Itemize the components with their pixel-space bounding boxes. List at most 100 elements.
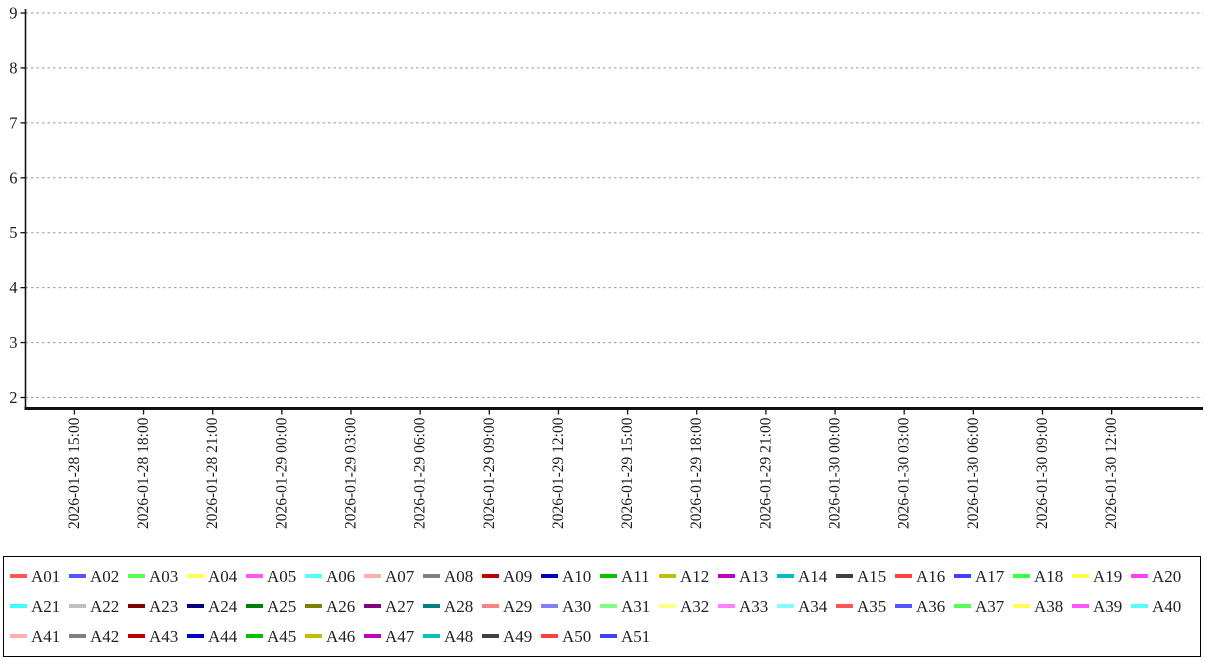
- plot-area: 9 8 7 6 5 4 3 2 2026-01-28 15:00 2026-01-28 18:00…: [9, 4, 1203, 529]
- x-tick-label: 2026-01-29 18:00: [688, 417, 705, 529]
- legend-label: A49: [503, 626, 533, 646]
- legend-label: A11: [621, 566, 650, 586]
- legend-item-A26: A26: [305, 591, 364, 621]
- x-tick-label: 2026-01-30 06:00: [965, 417, 982, 529]
- legend-swatch: [187, 604, 204, 608]
- legend-label: A37: [975, 596, 1005, 616]
- legend-swatch: [836, 574, 853, 578]
- legend-label: A06: [326, 566, 356, 586]
- legend-swatch: [1131, 604, 1148, 608]
- legend-label: A39: [1093, 596, 1123, 616]
- legend-item-A13: A13: [718, 561, 777, 591]
- legend-item-A12: A12: [659, 561, 718, 591]
- legend-label: A18: [1034, 566, 1064, 586]
- legend-swatch: [1072, 604, 1089, 608]
- y-tick-label: 3: [9, 333, 17, 352]
- legend-label: A38: [1034, 596, 1064, 616]
- legend-swatch: [482, 574, 499, 578]
- x-tick-label: 2026-01-29 03:00: [342, 417, 359, 529]
- legend-label: A24: [208, 596, 238, 616]
- legend-item-A49: A49: [482, 621, 541, 651]
- legend-label: A07: [385, 566, 415, 586]
- legend-swatch: [187, 574, 204, 578]
- legend-label: A10: [562, 566, 592, 586]
- legend-label: A51: [621, 626, 651, 646]
- legend-label: A01: [31, 566, 61, 586]
- legend-swatch: [10, 574, 27, 578]
- legend-item-A37: A37: [954, 591, 1013, 621]
- legend-swatch: [1013, 574, 1030, 578]
- legend-item-A17: A17: [954, 561, 1013, 591]
- legend-label: A03: [149, 566, 179, 586]
- legend-item-A07: A07: [364, 561, 423, 591]
- legend-label: A08: [444, 566, 474, 586]
- y-tick-label: 8: [9, 58, 17, 77]
- legend-label: A27: [385, 596, 415, 616]
- legend-label: A43: [149, 626, 179, 646]
- x-tick-label: 2026-01-28 15:00: [66, 417, 83, 529]
- legend-item-A39: A39: [1072, 591, 1131, 621]
- legend-item-A27: A27: [364, 591, 423, 621]
- legend-item-A22: A22: [69, 591, 128, 621]
- legend-item-A32: A32: [659, 591, 718, 621]
- legend-swatch: [305, 604, 322, 608]
- legend-item-A34: A34: [777, 591, 836, 621]
- legend-item-A03: A03: [128, 561, 187, 591]
- x-tick-label: 2026-01-28 21:00: [204, 417, 221, 529]
- legend-label: A50: [562, 626, 592, 646]
- legend-label: A28: [444, 596, 474, 616]
- legend-swatch: [482, 634, 499, 638]
- y-tick-label: 2: [9, 388, 17, 407]
- legend-label: A15: [857, 566, 887, 586]
- legend-label: A47: [385, 626, 415, 646]
- legend-label: A02: [90, 566, 120, 586]
- legend-label: A25: [267, 596, 297, 616]
- legend-item-A43: A43: [128, 621, 187, 651]
- legend-item-A35: A35: [836, 591, 895, 621]
- x-tick-label: 2026-01-29 15:00: [619, 417, 636, 529]
- legend-swatch: [423, 634, 440, 638]
- legend-label: A14: [798, 566, 828, 586]
- legend-label: A36: [916, 596, 946, 616]
- legend-item-A15: A15: [836, 561, 895, 591]
- legend-item-A45: A45: [246, 621, 305, 651]
- legend-label: A41: [31, 626, 61, 646]
- y-tick-label: 6: [9, 168, 17, 187]
- legend-swatch: [1072, 574, 1089, 578]
- legend-swatch: [541, 634, 558, 638]
- legend-label: A35: [857, 596, 887, 616]
- legend-swatch: [600, 604, 617, 608]
- legend-item-A24: A24: [187, 591, 246, 621]
- legend-swatch: [718, 574, 735, 578]
- legend-label: A04: [208, 566, 238, 586]
- legend-item-A51: A51: [600, 621, 659, 651]
- legend-item-A04: A04: [187, 561, 246, 591]
- legend-swatch: [128, 574, 145, 578]
- legend-item-A02: A02: [69, 561, 128, 591]
- legend-label: A30: [562, 596, 592, 616]
- legend-swatch: [659, 604, 676, 608]
- x-tick-label: 2026-01-30 09:00: [1034, 417, 1051, 529]
- legend-swatch: [187, 634, 204, 638]
- legend-item-A23: A23: [128, 591, 187, 621]
- legend-label: A20: [1152, 566, 1182, 586]
- legend-item-A08: A08: [423, 561, 482, 591]
- legend-swatch: [364, 634, 381, 638]
- x-tick-label: 2026-01-29 00:00: [273, 417, 290, 529]
- legend-item-A19: A19: [1072, 561, 1131, 591]
- legend-swatch: [954, 574, 971, 578]
- legend-swatch: [69, 634, 86, 638]
- legend-swatch: [10, 604, 27, 608]
- legend-label: A26: [326, 596, 356, 616]
- legend-swatch: [246, 574, 263, 578]
- legend-swatch: [1013, 604, 1030, 608]
- legend-swatch: [69, 574, 86, 578]
- legend-item-A09: A09: [482, 561, 541, 591]
- y-tick-label: 4: [9, 278, 17, 297]
- legend-box: A01 A02 A03 A04 A05 A06 A07 A08 A09 A10 A11 A12 A13 A…: [3, 556, 1201, 657]
- legend-swatch: [246, 604, 263, 608]
- legend-label: A16: [916, 566, 946, 586]
- y-tick-label: 5: [9, 223, 17, 242]
- x-tick-label: 2026-01-28 18:00: [135, 417, 152, 529]
- y-tick-label: 7: [9, 113, 17, 132]
